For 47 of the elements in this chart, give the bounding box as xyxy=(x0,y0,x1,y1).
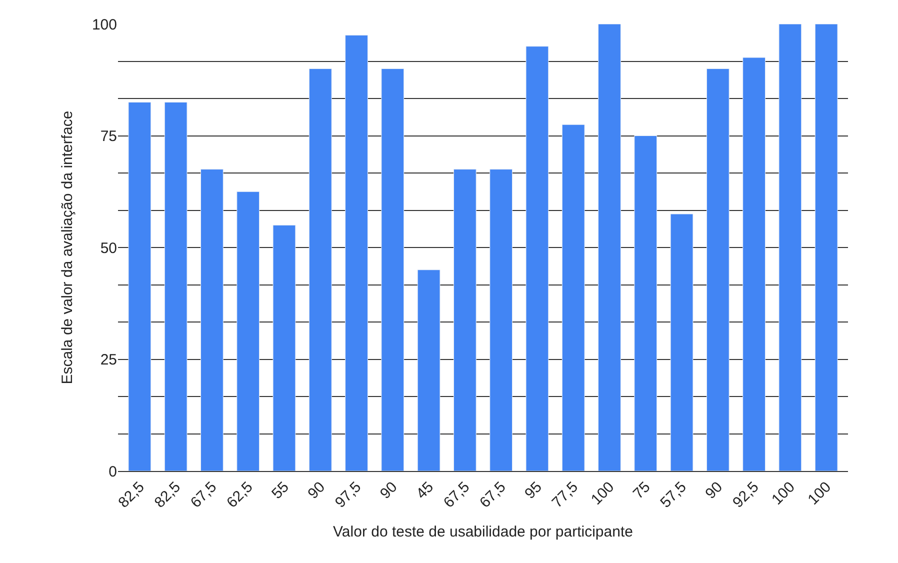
x-tick-label: 90 xyxy=(702,478,726,502)
x-tick-label: 45 xyxy=(413,478,437,502)
bar xyxy=(562,124,585,471)
x-tick-label: 82,5 xyxy=(115,478,148,512)
x-tick-label: 95 xyxy=(522,478,546,502)
x-tick-label: 100 xyxy=(804,478,834,508)
x-tick-label: 97,5 xyxy=(332,478,365,512)
x-tick-label: 90 xyxy=(376,478,401,502)
x-axis-title: Valor do teste de usabilidade por participante xyxy=(333,523,633,540)
bar xyxy=(742,57,766,471)
bar xyxy=(345,34,368,471)
x-tick-label: 67,5 xyxy=(440,478,474,512)
y-tick-label: 25 xyxy=(100,352,117,368)
x-tick-label: 77,5 xyxy=(548,478,582,512)
y-axis-title: Escala de valor da avaliação da interface xyxy=(59,110,76,384)
bar xyxy=(634,136,658,471)
y-tick-label: 50 xyxy=(100,240,117,257)
bar xyxy=(706,68,730,471)
x-tick-label: 67,5 xyxy=(476,478,510,512)
y-tick-label: 100 xyxy=(92,16,117,34)
x-tick-label: 92,5 xyxy=(730,478,762,512)
bar xyxy=(381,68,404,471)
bar xyxy=(164,102,188,471)
bar xyxy=(598,24,621,471)
bar xyxy=(200,169,224,471)
bar xyxy=(417,270,440,471)
bar xyxy=(453,169,476,471)
bar xyxy=(128,102,152,471)
bar xyxy=(778,24,802,471)
x-tick-label: 82,5 xyxy=(151,478,184,512)
x-tick-label: 100 xyxy=(588,478,618,508)
y-tick-label: 0 xyxy=(108,463,117,480)
x-tick-label: 57,5 xyxy=(657,478,690,512)
bar xyxy=(526,46,549,471)
bar xyxy=(670,214,694,471)
bar xyxy=(814,24,838,471)
y-tick-label: 75 xyxy=(100,128,117,145)
x-tick-label: 75 xyxy=(630,478,654,502)
x-tick-label: 100 xyxy=(768,478,798,508)
bar xyxy=(272,224,296,471)
bar xyxy=(308,68,332,471)
x-tick-label: 55 xyxy=(268,478,292,502)
x-tick-label: 62,5 xyxy=(224,478,256,512)
bar xyxy=(236,191,260,471)
x-tick-label: 67,5 xyxy=(187,478,220,512)
x-tick-label: 90 xyxy=(304,478,329,502)
bar xyxy=(490,169,513,471)
